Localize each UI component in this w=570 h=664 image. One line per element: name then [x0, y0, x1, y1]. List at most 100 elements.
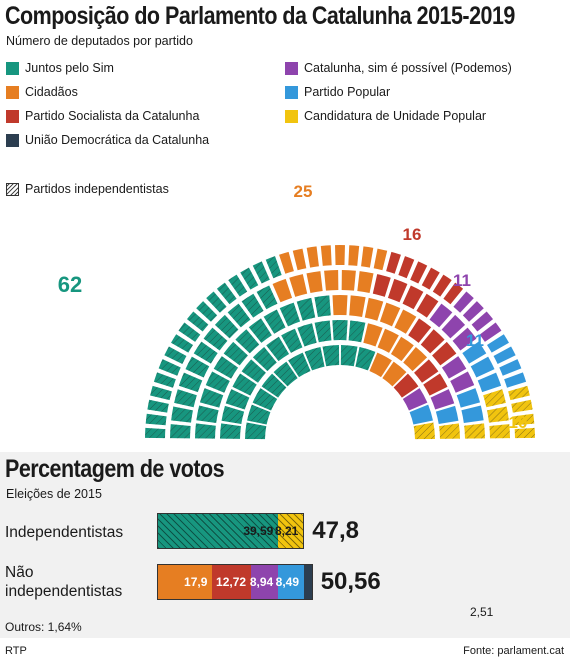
seat-hatch: [147, 399, 169, 413]
seat-hatch: [355, 347, 376, 371]
seat: [414, 359, 439, 383]
seat-hatch: [281, 328, 303, 353]
seat: [402, 285, 424, 310]
udc-value-label: 2,51: [470, 605, 494, 619]
seat: [479, 322, 502, 342]
seat-hatch: [489, 424, 510, 439]
seat-count-label: 11: [466, 331, 484, 350]
seat-hatch: [273, 361, 298, 387]
seat-hatch: [487, 406, 509, 423]
seat-hatch: [220, 423, 241, 439]
legend-item-juntos: Juntos pelo Sim: [6, 61, 114, 75]
seat: [348, 245, 360, 266]
seat: [441, 314, 466, 339]
seat-hatch: [304, 347, 325, 371]
seat-hatch: [314, 320, 332, 343]
legend-swatch: [6, 109, 19, 123]
seat-hatch: [228, 274, 248, 297]
seat: [349, 295, 366, 317]
seat-hatch: [245, 422, 267, 440]
parliament-chart: 62 25 16 11 11 10: [58, 182, 535, 440]
seat-hatch: [158, 359, 181, 376]
seat-hatch: [145, 413, 167, 426]
total-nao-independentistas: 50,56: [320, 568, 381, 595]
seat-hatch: [203, 327, 228, 351]
seat-hatch: [214, 314, 239, 339]
seat: [363, 323, 383, 347]
seat: [453, 291, 474, 313]
seat-hatch: [221, 405, 245, 425]
seat-hatch: [174, 389, 197, 408]
seat-hatch: [241, 293, 264, 318]
seat: [357, 271, 374, 293]
seat: [379, 302, 401, 327]
others-note: Outros: 1,64%: [5, 620, 82, 634]
seat-hatch: [170, 424, 191, 439]
legend-swatch: [285, 109, 298, 123]
legend-label: Partidos independentistas: [25, 182, 169, 196]
legend-item-podemos: Catalunha, sim é possível (Podemos): [285, 61, 512, 75]
seat: [292, 248, 307, 271]
seat: [477, 372, 502, 393]
bar-value-label: 8,94: [249, 575, 274, 589]
seat: [462, 301, 484, 322]
seat-hatch: [256, 285, 278, 310]
legend-label: Catalunha, sim é possível (Podemos): [304, 61, 512, 75]
seat-hatch: [193, 341, 218, 364]
bar-segment: 39,59: [158, 514, 279, 548]
seat-hatch: [296, 297, 316, 321]
legend-item-cidadaos: Cidadãos: [6, 85, 78, 99]
legend-label: Cidadãos: [25, 85, 78, 99]
seat-hatch: [279, 302, 301, 327]
seat: [387, 278, 408, 303]
seat-count-label: 11: [453, 271, 471, 290]
seat: [423, 373, 448, 396]
seat-hatch: [213, 356, 239, 379]
seat: [408, 318, 432, 343]
seat: [461, 405, 484, 423]
seat: [289, 274, 308, 297]
bar-nao-independentistas: 17,9 12,72 8,94 8,49: [157, 564, 313, 600]
row-label-nao-line1: Não: [5, 564, 34, 581]
legend-swatch: [6, 85, 19, 99]
seat: [341, 270, 356, 291]
seat-hatch: [241, 359, 266, 383]
seat-hatch: [171, 406, 193, 423]
seat-hatch: [196, 405, 219, 423]
seat: [373, 248, 388, 271]
seat: [394, 309, 417, 334]
seat-hatch: [511, 399, 533, 413]
seat: [443, 282, 464, 305]
bar-segment: 8,49: [275, 565, 305, 599]
seats-group: [145, 245, 535, 440]
seat: [410, 261, 428, 284]
seat: [372, 274, 391, 297]
legend-label: Partido Socialista da Catalunha: [25, 109, 200, 123]
seat-hatch: [261, 373, 287, 398]
seat-hatch: [178, 322, 201, 342]
seat-hatch: [439, 423, 460, 439]
legend-item-pp: Partido Popular: [285, 85, 390, 99]
seat-count-label: 25: [294, 182, 313, 201]
legend-swatch: [6, 133, 19, 147]
seat-hatch: [178, 372, 203, 393]
seat: [393, 373, 419, 398]
seat-hatch: [288, 352, 311, 378]
bar-segment: 8,94: [249, 565, 279, 599]
bar-segment: 17,9: [158, 565, 213, 599]
seat: [306, 271, 323, 293]
seat: [403, 347, 428, 372]
seat: [462, 341, 487, 364]
bar-value-label: 8,49: [275, 575, 300, 589]
seat: [361, 246, 374, 268]
seat-hatch: [196, 301, 218, 322]
seat-hatch: [252, 347, 277, 372]
seat: [493, 346, 516, 364]
seat-hatch: [199, 388, 224, 408]
seat: [364, 297, 384, 321]
legend-label: Juntos pelo Sim: [25, 61, 114, 75]
seat-hatch: [223, 341, 248, 366]
seat: [470, 356, 495, 378]
seat: [332, 295, 348, 316]
seat-hatch: [205, 371, 230, 393]
